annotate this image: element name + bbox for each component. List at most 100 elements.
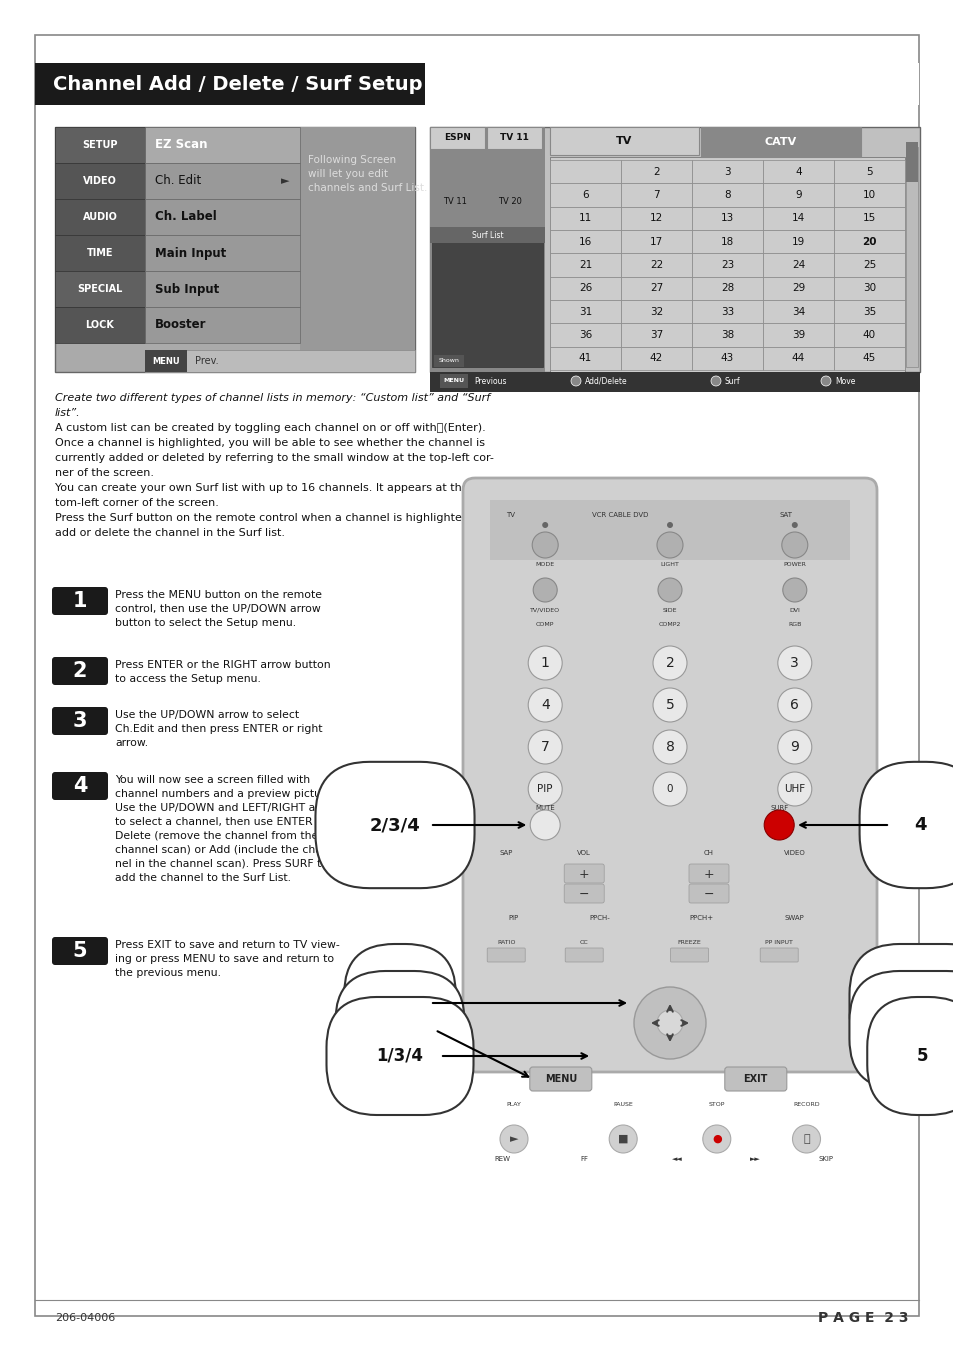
Bar	[145, 199, 299, 235]
Text: 1: 1	[540, 657, 549, 670]
Text: ■: ■	[618, 1133, 628, 1144]
Text: Once a channel is highlighted, you will be able to see whether the channel is: Once a channel is highlighted, you will …	[55, 438, 484, 449]
Bar	[550, 207, 620, 230]
Text: 35: 35	[862, 307, 875, 316]
FancyBboxPatch shape	[52, 938, 108, 965]
Text: EXIT: EXIT	[742, 1074, 767, 1084]
Circle shape	[609, 1125, 637, 1152]
Circle shape	[666, 521, 672, 528]
Circle shape	[657, 1011, 682, 1036]
Text: 5: 5	[665, 698, 674, 712]
Text: 16: 16	[578, 236, 592, 247]
Text: 44: 44	[791, 354, 804, 363]
Bar	[35, 63, 918, 105]
Bar	[762, 184, 833, 207]
Text: 1/3/4: 1/3/4	[376, 1047, 423, 1065]
Bar	[833, 159, 904, 184]
Text: Channel Add / Delete / Surf Setup: Channel Add / Delete / Surf Setup	[53, 74, 422, 93]
Text: 34: 34	[791, 307, 804, 316]
Text: PIP: PIP	[537, 784, 553, 794]
Bar	[762, 207, 833, 230]
Circle shape	[652, 688, 686, 721]
Circle shape	[702, 1125, 730, 1152]
Text: SETUP: SETUP	[82, 141, 117, 150]
Text: 36: 36	[578, 330, 592, 340]
Text: STOP: STOP	[708, 1102, 724, 1108]
Text: Shown: Shown	[438, 358, 459, 363]
Bar	[55, 307, 145, 343]
Text: 10: 10	[862, 190, 875, 200]
Text: 20: 20	[862, 236, 876, 247]
Bar	[145, 235, 299, 272]
Circle shape	[528, 646, 561, 680]
Text: 12: 12	[649, 213, 662, 223]
Text: VIDEO: VIDEO	[83, 176, 117, 186]
Text: 18: 18	[720, 236, 734, 247]
Bar	[145, 350, 415, 372]
Text: Press the Surf button on the remote control when a channel is highlighted to: Press the Surf button on the remote cont…	[55, 513, 483, 523]
Text: 39: 39	[791, 330, 804, 340]
Text: ⏭: ⏭	[802, 1133, 809, 1144]
Text: Prev.: Prev.	[194, 357, 218, 366]
Circle shape	[781, 532, 807, 558]
Text: 206-04006: 206-04006	[55, 1313, 115, 1323]
Polygon shape	[35, 63, 424, 105]
Circle shape	[499, 1125, 527, 1152]
Bar	[430, 127, 919, 372]
Text: Ch. Edit: Ch. Edit	[154, 174, 201, 188]
Bar	[691, 277, 762, 300]
Bar	[905, 147, 917, 367]
Text: 19: 19	[791, 236, 804, 247]
Text: LIGHT: LIGHT	[659, 562, 679, 567]
Circle shape	[571, 376, 580, 386]
Bar	[762, 254, 833, 277]
Text: 8: 8	[723, 190, 730, 200]
FancyBboxPatch shape	[529, 1067, 591, 1092]
Text: Move: Move	[834, 377, 855, 385]
Bar	[55, 127, 145, 163]
Text: 33: 33	[720, 307, 734, 316]
Bar	[145, 350, 187, 372]
Text: 1/5: 1/5	[385, 1021, 415, 1039]
Text: VCR CABLE DVD: VCR CABLE DVD	[592, 512, 648, 517]
Bar	[620, 323, 691, 347]
Text: SIDE: SIDE	[662, 608, 677, 612]
Text: PPCH+: PPCH+	[688, 915, 713, 921]
Bar	[550, 157, 904, 372]
Text: FF: FF	[579, 1156, 588, 1162]
Text: 31: 31	[578, 307, 592, 316]
Text: 28: 28	[720, 284, 734, 293]
Text: 25: 25	[862, 259, 875, 270]
Text: 15: 15	[862, 213, 875, 223]
Bar	[550, 300, 620, 323]
Bar	[833, 184, 904, 207]
FancyBboxPatch shape	[52, 657, 108, 685]
Text: 3: 3	[790, 657, 799, 670]
Text: 32: 32	[649, 307, 662, 316]
Text: 37: 37	[649, 330, 662, 340]
Bar	[145, 272, 299, 307]
Circle shape	[528, 688, 561, 721]
FancyBboxPatch shape	[52, 586, 108, 615]
Text: Booster: Booster	[154, 319, 206, 331]
Circle shape	[657, 532, 682, 558]
Bar	[691, 323, 762, 347]
Bar	[55, 163, 145, 199]
Bar	[833, 277, 904, 300]
Bar	[550, 347, 620, 370]
Circle shape	[821, 376, 830, 386]
Circle shape	[528, 771, 561, 807]
Bar	[620, 254, 691, 277]
Text: You can create your own Surf list with up to 16 channels. It appears at the bot-: You can create your own Surf list with u…	[55, 484, 494, 493]
Bar	[430, 372, 919, 392]
Text: COMP: COMP	[536, 623, 554, 627]
Circle shape	[652, 646, 686, 680]
Text: VIDEO: VIDEO	[783, 850, 805, 857]
Text: A custom list can be created by toggling each channel on or off withⓄ(Enter).: A custom list can be created by toggling…	[55, 423, 485, 434]
Text: 4: 4	[540, 698, 549, 712]
Bar	[620, 347, 691, 370]
FancyBboxPatch shape	[564, 948, 602, 962]
Bar	[691, 207, 762, 230]
Text: Add/Delete: Add/Delete	[584, 377, 627, 385]
FancyBboxPatch shape	[724, 1067, 786, 1092]
